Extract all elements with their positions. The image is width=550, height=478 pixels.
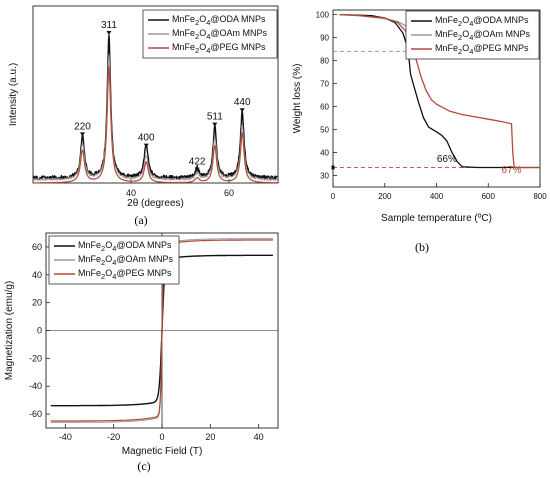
x-tick-label: 60 bbox=[224, 188, 234, 198]
x-tick-label: 40 bbox=[254, 432, 264, 442]
x-tick-label: 0 bbox=[159, 432, 164, 442]
legend-label-2: MnFe2O4@OAm MNPs bbox=[78, 254, 174, 267]
x-tick-label: 600 bbox=[482, 192, 496, 201]
panel-a-xrd-chart: 40 60 2θ (degrees) Intensity (a.u.) 220 311 40… bbox=[8, 5, 279, 209]
legend-entry-2: MnFe2O4@OAm MNPs bbox=[78, 254, 174, 267]
legend-entry-1: MnFe2O4@ODA MNPs bbox=[78, 240, 172, 253]
y-axis-label: Intensity (a.u.) bbox=[8, 63, 19, 126]
y-tick-label: 60 bbox=[320, 103, 329, 112]
x-tick-label: 40 bbox=[126, 188, 136, 198]
peak-label-400: 400 bbox=[138, 133, 155, 144]
legend-entry-3: MnFe2O4@PEG MNPs bbox=[172, 42, 266, 55]
x-axis-label: 2θ (degrees) bbox=[127, 198, 184, 209]
peak-label-511: 511 bbox=[207, 112, 223, 123]
y-axis-label: Weight loss (%) bbox=[292, 64, 303, 134]
legend-label-3: MnFe2O4@PEG MNPs bbox=[172, 42, 266, 55]
y-tick-label: 60 bbox=[32, 242, 42, 252]
x-tick-label: 20 bbox=[205, 432, 215, 442]
legend-entry-3: MnFe2O4@PEG MNPs bbox=[78, 268, 172, 281]
y-tick-label: -40 bbox=[29, 381, 42, 391]
y-tick-label: 0 bbox=[37, 326, 42, 336]
panel-b-tga-chart: 0 200 400 600 800 30 40 50 60 70 80 90 100 Sample tem… bbox=[292, 9, 547, 224]
annotation-2: 66% bbox=[437, 154, 457, 165]
x-tick-label: 800 bbox=[533, 192, 547, 201]
legend-entry-2: MnFe2O4@OAm MNPs bbox=[435, 29, 531, 42]
legend-label-3: MnFe2O4@PEG MNPs bbox=[78, 268, 172, 281]
legend-entry-3: MnFe2O4@PEG MNPs bbox=[435, 43, 529, 56]
peak-label-311: 311 bbox=[101, 20, 117, 31]
start-marker bbox=[331, 165, 335, 170]
y-tick-label: -20 bbox=[29, 353, 42, 363]
y-tick-label: 40 bbox=[32, 270, 42, 280]
legend-label-3: MnFe2O4@PEG MNPs bbox=[435, 43, 529, 56]
peak-marker-400 bbox=[143, 143, 149, 148]
y-tick-label: 70 bbox=[320, 80, 329, 89]
legend-entry-1: MnFe2O4@ODA MNPs bbox=[172, 14, 266, 27]
y-axis-label: Magnetization (emu/g) bbox=[4, 281, 15, 381]
x-tick-label: 200 bbox=[378, 192, 392, 201]
y-tick-label: 50 bbox=[320, 126, 329, 135]
y-tick-label: 100 bbox=[316, 11, 330, 20]
peak-label-440: 440 bbox=[234, 97, 251, 108]
x-tick-label: -20 bbox=[107, 432, 120, 442]
series-line-3 bbox=[339, 13, 540, 169]
peak-marker-422 bbox=[194, 167, 200, 172]
peak-marker-440 bbox=[239, 108, 245, 113]
peak-marker-220 bbox=[79, 132, 85, 137]
x-axis-label: Magnetic Field (T) bbox=[122, 446, 203, 457]
y-tick-label: -60 bbox=[29, 409, 42, 419]
peak-marker-311 bbox=[106, 30, 112, 35]
legend-label-1: MnFe2O4@ODA MNPs bbox=[435, 15, 529, 28]
x-tick-label: 0 bbox=[331, 192, 336, 201]
peak-label-220: 220 bbox=[74, 121, 91, 132]
y-tick-label: 20 bbox=[32, 298, 42, 308]
series-line-3 bbox=[50, 239, 274, 422]
legend-entry-1: MnFe2O4@ODA MNPs bbox=[435, 15, 529, 28]
y-tick-label: 80 bbox=[320, 57, 329, 66]
legend-label-2: MnFe2O4@OAm MNPs bbox=[435, 29, 531, 42]
x-tick-label: -40 bbox=[59, 432, 72, 442]
peak-label-422: 422 bbox=[189, 157, 206, 168]
legend-label-2: MnFe2O4@OAm MNPs bbox=[172, 28, 268, 41]
series-line-3 bbox=[32, 66, 278, 184]
x-tick-label: 400 bbox=[430, 192, 444, 201]
y-tick-label: 30 bbox=[320, 172, 329, 181]
caption-b: (b) bbox=[415, 240, 429, 254]
annotation-3: 67% bbox=[502, 165, 522, 176]
peak-marker-511 bbox=[212, 122, 218, 127]
panel-c-magnetization-chart: -40 -20 0 20 40 -60 -40 -20 0 20 40 60 Magnetic Fiel… bbox=[4, 232, 279, 457]
x-axis-label: Sample temperature (ºC) bbox=[381, 213, 492, 224]
legend-label-1: MnFe2O4@ODA MNPs bbox=[172, 14, 266, 27]
plot-frame bbox=[32, 5, 279, 184]
caption-c: (c) bbox=[137, 459, 150, 473]
y-tick-label: 40 bbox=[320, 149, 329, 158]
caption-a: (a) bbox=[134, 213, 147, 227]
legend-entry-2: MnFe2O4@OAm MNPs bbox=[172, 28, 268, 41]
legend-label-1: MnFe2O4@ODA MNPs bbox=[78, 240, 172, 253]
series-line-2 bbox=[32, 54, 278, 181]
y-tick-label: 90 bbox=[320, 34, 329, 43]
